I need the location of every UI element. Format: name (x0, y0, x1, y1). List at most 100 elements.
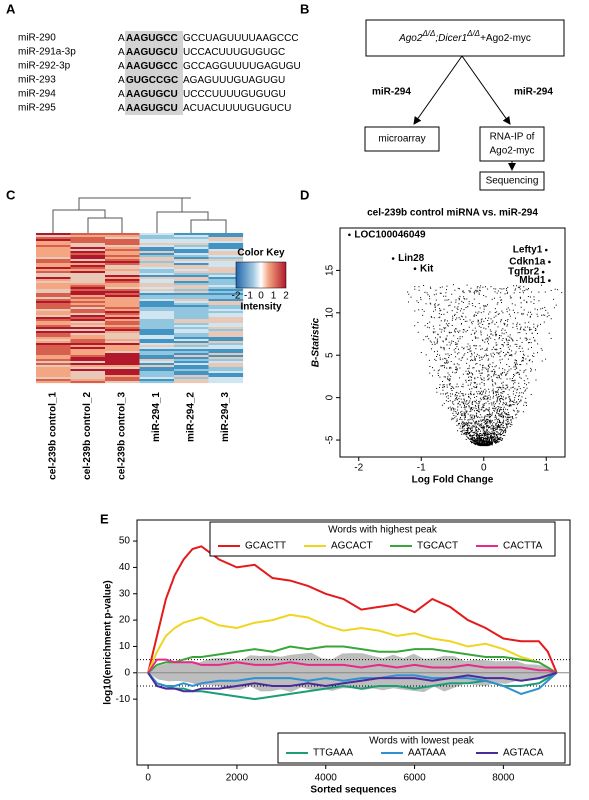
heatmap-cell (36, 285, 71, 288)
heatmap-cell (139, 271, 175, 274)
heatmap-cell (70, 255, 106, 258)
heatmap-cell (208, 329, 244, 332)
heatmap-cell (36, 333, 71, 336)
heatmap-cell (36, 257, 71, 260)
box-text: RNA-IP of (490, 132, 535, 143)
heatmap-cell (105, 285, 140, 288)
heatmap-cell (70, 275, 106, 278)
heatmap-cell (36, 381, 71, 384)
heatmap-cell (208, 293, 244, 296)
heatmap-cell (36, 377, 71, 380)
heatmap-cell (208, 339, 244, 342)
y-tick-label: 10 (119, 641, 131, 652)
heatmap-cell (70, 267, 106, 270)
heatmap-cell (208, 311, 244, 314)
heatmap-cell (70, 325, 106, 328)
heatmap-cell (139, 331, 175, 334)
point-cloud (407, 284, 563, 447)
point-label: Lin28 (398, 253, 425, 264)
heatmap-cell (70, 365, 106, 368)
seq-seed: AAGUGCC (126, 33, 178, 44)
heatmap-cell (70, 341, 106, 344)
seq-seed: AAGUGCU (126, 103, 178, 114)
series-line (147, 613, 558, 674)
heatmap-cell (139, 377, 175, 380)
heatmap-cell (174, 247, 209, 250)
seq-lead: A (118, 33, 125, 44)
column-label: cel-239b control_2 (82, 392, 93, 480)
heatmap-cell (36, 343, 71, 346)
heatmap-cell (70, 233, 106, 236)
mirna-name: miR-290 (18, 33, 56, 44)
sequence: AAAGUGCU UCCACUUUGUGUGC (118, 47, 285, 58)
heatmap-cell (70, 295, 106, 298)
arrow-label: miR-294 (514, 87, 553, 98)
heatmap-cell (36, 299, 71, 302)
heatmap-cell (208, 341, 244, 344)
heatmap-cell (139, 311, 175, 314)
heatmap-cell (105, 291, 140, 294)
heatmap-cell (139, 235, 175, 238)
dendrogram (52, 197, 227, 233)
heatmap-cell (105, 379, 140, 382)
heatmap-cell (70, 277, 106, 280)
heatmap-cell (105, 279, 140, 282)
heatmap-cell (208, 275, 244, 278)
heatmap-cell (139, 345, 175, 348)
legend-label: CACTTA (503, 541, 543, 552)
heatmap-cell (36, 361, 71, 364)
color-key-title: Color Key (237, 248, 285, 259)
heatmap-cell (139, 337, 175, 340)
heatmap-cell (70, 339, 106, 342)
box-text: microarray (378, 134, 425, 145)
seq-tail: UCCACUUUGUGUGC (183, 47, 285, 58)
heatmap-cell (139, 253, 175, 256)
heatmap-cell (174, 245, 209, 248)
mirna-name: miR-293 (18, 75, 56, 86)
heatmap-cell (36, 255, 71, 258)
color-key-tick: -1 (244, 291, 253, 302)
heatmap-cell (70, 287, 106, 290)
legend-label: GCACTT (245, 541, 286, 552)
heatmap-cell (208, 375, 244, 378)
heatmap-cell (139, 299, 175, 302)
y-tick-label: 50 (119, 536, 131, 547)
arrow (461, 55, 511, 125)
heatmap-cell (208, 249, 244, 252)
sequence: AAAGUGCU ACUACUUUUGUGUCU (118, 103, 291, 114)
heatmap-cell (174, 375, 209, 378)
heatmap-cell (208, 261, 244, 264)
heatmap-cell (208, 323, 244, 326)
heatmap-cell (36, 315, 71, 318)
heatmap-cell (36, 353, 71, 356)
heatmap-cell (139, 373, 175, 376)
heatmap-cell (36, 243, 71, 246)
heatmap-cell (70, 347, 106, 350)
heatmap-cell (208, 281, 244, 284)
heatmap-cell (70, 301, 106, 304)
y-axis-label: B-Statistic (311, 317, 322, 367)
legend-label: TGCACT (417, 541, 458, 552)
seq-seed: AAGUGCU (126, 89, 178, 100)
heatmap-cell (36, 271, 71, 274)
heatmap-cell (139, 241, 175, 244)
seq-lead: A (118, 103, 125, 114)
heatmap-cell (105, 257, 140, 260)
seq-lead: A (118, 89, 125, 100)
x-tick-label: -1 (417, 463, 426, 474)
heatmap-cell (208, 377, 244, 380)
heatmap-cell (70, 313, 106, 316)
heatmap-cell (105, 337, 140, 340)
legend-label: AGCACT (331, 541, 373, 552)
genotype: Ago2Δ/Δ;Dicer1Δ/Δ+Ago2-myc (398, 29, 531, 44)
heatmap-cell (139, 359, 175, 362)
heatmap-cell (208, 331, 244, 334)
heatmap-cell (174, 317, 209, 320)
heatmap-cell (70, 351, 106, 354)
y-axis-label: log10(enrichment p-value) (103, 580, 114, 704)
heatmap-cell (36, 345, 71, 348)
heatmap-cell (174, 381, 209, 384)
heatmap-cell (36, 287, 71, 290)
heatmap-cell (174, 295, 209, 298)
heatmap-cell (105, 307, 140, 310)
